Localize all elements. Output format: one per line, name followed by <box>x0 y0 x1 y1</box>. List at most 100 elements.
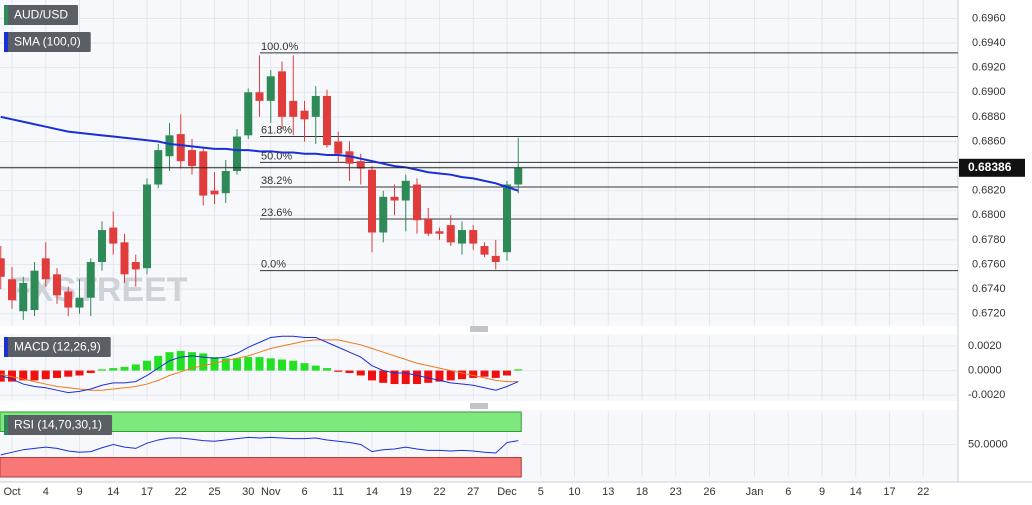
candle-body <box>53 274 61 296</box>
indicator-label: RSI (14,70,30,1) <box>4 415 113 435</box>
y-tick-label: 0.6780 <box>972 234 1006 246</box>
histogram-bar <box>131 364 140 371</box>
histogram-bar <box>221 358 230 371</box>
histogram-bar <box>86 370 95 374</box>
x-tick-label: 14 <box>850 486 862 498</box>
x-tick-label: 17 <box>883 486 895 498</box>
histogram-bar <box>446 370 455 381</box>
candle-body <box>278 71 286 117</box>
histogram-bar <box>244 357 253 371</box>
histogram-bar <box>379 370 388 383</box>
y-tick-label: 0.6900 <box>972 86 1006 98</box>
histogram-bar <box>98 369 106 371</box>
histogram-bar <box>8 370 16 382</box>
candle-body <box>323 95 331 146</box>
x-tick-label: 11 <box>333 486 344 498</box>
label-swatch <box>4 32 8 52</box>
histogram-bar <box>323 368 331 371</box>
x-tick-label: 30 <box>242 486 254 498</box>
candle-body <box>401 180 410 201</box>
histogram-bar <box>165 352 174 371</box>
histogram-bar <box>458 370 466 380</box>
candle-body <box>345 151 354 164</box>
x-tick-label: 25 <box>208 486 220 498</box>
oversold-band <box>0 457 522 478</box>
rsi-line <box>0 436 519 456</box>
indicator-label: MACD (12,26,9) <box>4 337 111 357</box>
candle-body <box>491 255 500 263</box>
y-tick-label: 50.0000 <box>968 438 1008 450</box>
x-tick-label: 14 <box>107 486 119 498</box>
y-tick-label: 0.0000 <box>968 364 1002 376</box>
histogram-bar <box>334 370 343 372</box>
candle-body <box>435 231 444 234</box>
candle-body <box>233 136 241 171</box>
histogram-bar <box>503 370 511 376</box>
indicator-title: SMA (100,0) <box>14 35 81 49</box>
candle-body <box>165 135 174 157</box>
x-tick-label: 6 <box>301 486 307 498</box>
candle-body <box>64 291 73 308</box>
candle-body <box>120 242 129 275</box>
candle-body <box>86 262 95 298</box>
label-box <box>4 32 91 52</box>
candle-body <box>143 184 151 269</box>
fib-label: 0.0% <box>261 259 286 271</box>
y-tick-label: 0.6760 <box>972 258 1006 270</box>
histogram-bar <box>356 370 365 376</box>
fib-label: 23.6% <box>261 207 292 219</box>
y-tick-label: 0.6860 <box>972 135 1006 147</box>
candle-body <box>255 92 264 101</box>
histogram-bar <box>424 370 433 383</box>
overbought-band <box>0 411 522 432</box>
y-tick-label: 0.6960 <box>972 12 1006 24</box>
candle-body <box>8 279 16 301</box>
candle-body <box>176 134 185 162</box>
x-tick-label: 14 <box>366 486 378 498</box>
histogram-bar <box>278 359 286 371</box>
histogram-bar <box>154 355 163 371</box>
histogram-bar <box>255 357 264 371</box>
x-tick-label: 17 <box>141 486 153 498</box>
label-box <box>4 5 79 25</box>
x-tick-label: Dec <box>497 486 517 498</box>
y-tick-label: 0.6820 <box>972 185 1006 197</box>
histogram-bar <box>143 360 151 371</box>
candle-body <box>311 95 320 117</box>
candle-body <box>210 190 219 195</box>
sma-line <box>0 115 519 192</box>
histogram-bar <box>266 358 275 371</box>
candle-body <box>503 184 511 253</box>
histogram-bar <box>345 370 354 374</box>
x-tick-label: 19 <box>400 486 412 498</box>
x-tick-label: 5 <box>538 486 544 498</box>
x-tick-label: 4 <box>43 486 49 498</box>
candle-body <box>300 110 309 120</box>
histogram-bar <box>75 370 84 376</box>
histogram-bar <box>53 370 61 378</box>
histogram-bar <box>300 363 309 371</box>
candle-body <box>41 258 50 280</box>
watermark: FXSTREET <box>10 271 188 309</box>
candle-body <box>30 270 39 311</box>
label-swatch <box>4 415 8 435</box>
label-swatch <box>4 5 8 25</box>
label-box <box>4 415 113 435</box>
y-tick-label: 0.6800 <box>972 209 1006 221</box>
x-tick-label: 9 <box>76 486 82 498</box>
x-tick-label: 10 <box>568 486 580 498</box>
histogram-bar <box>64 370 73 377</box>
candle-body <box>19 282 28 312</box>
y-tick-label: -0.0020 <box>968 389 1005 401</box>
fib-label: 100.0% <box>261 41 299 53</box>
x-tick-label: 6 <box>785 486 791 498</box>
indicator-label: SMA (100,0) <box>4 32 91 52</box>
candle-body <box>109 227 118 244</box>
indicator-label: AUD/USD <box>4 5 79 25</box>
macd-line <box>0 335 519 394</box>
candle-body <box>199 151 208 196</box>
histogram-bar <box>120 366 129 371</box>
histogram-bar <box>311 365 320 371</box>
histogram-bar <box>413 370 421 385</box>
